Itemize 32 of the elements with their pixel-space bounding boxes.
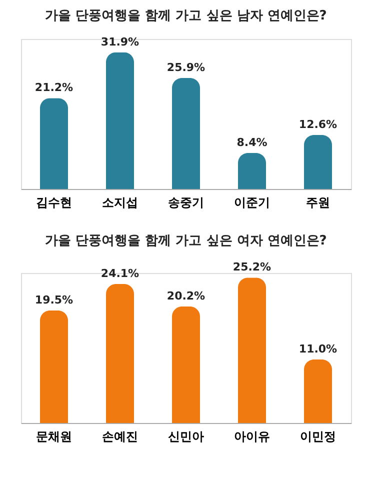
bar — [304, 360, 332, 423]
bar — [238, 153, 266, 189]
data-label: 31.9% — [100, 35, 140, 48]
data-label: 25.9% — [166, 61, 206, 74]
bar — [304, 135, 332, 189]
bar — [172, 78, 200, 189]
x-tick-label: 문채원 — [36, 430, 72, 444]
data-label: 12.6% — [298, 118, 338, 131]
x-tick-label: 송중기 — [168, 196, 204, 210]
data-label: 24.1% — [100, 266, 140, 280]
data-label: 25.2% — [232, 260, 272, 274]
x-tick-label: 손예진 — [102, 430, 138, 444]
x-tick-label: 주원 — [306, 196, 330, 210]
data-label: 20.2% — [166, 289, 206, 302]
x-tick-label: 이준기 — [234, 196, 270, 210]
data-label: 21.2% — [34, 81, 74, 94]
data-label: 11.0% — [298, 342, 338, 356]
bar — [106, 52, 134, 189]
x-tick-label: 신민아 — [168, 430, 204, 444]
x-tick-label: 아이유 — [234, 430, 270, 444]
data-label: 19.5% — [34, 294, 74, 306]
chart-title: 가을 단풍여행을 함께 가고 싶은 남자 연예인은? — [45, 8, 327, 24]
bar — [40, 310, 68, 423]
data-label: 8.4% — [236, 136, 268, 149]
x-tick-label: 김수현 — [36, 196, 72, 210]
bar — [40, 98, 68, 189]
bar — [238, 278, 266, 423]
bar — [172, 306, 200, 423]
x-tick-label: 소지섭 — [102, 196, 138, 210]
chart-title: 가을 단풍여행을 함께 가고 싶은 여자 연예인은? — [45, 234, 327, 249]
bar — [106, 284, 134, 423]
x-tick-label: 이민정 — [300, 430, 336, 444]
